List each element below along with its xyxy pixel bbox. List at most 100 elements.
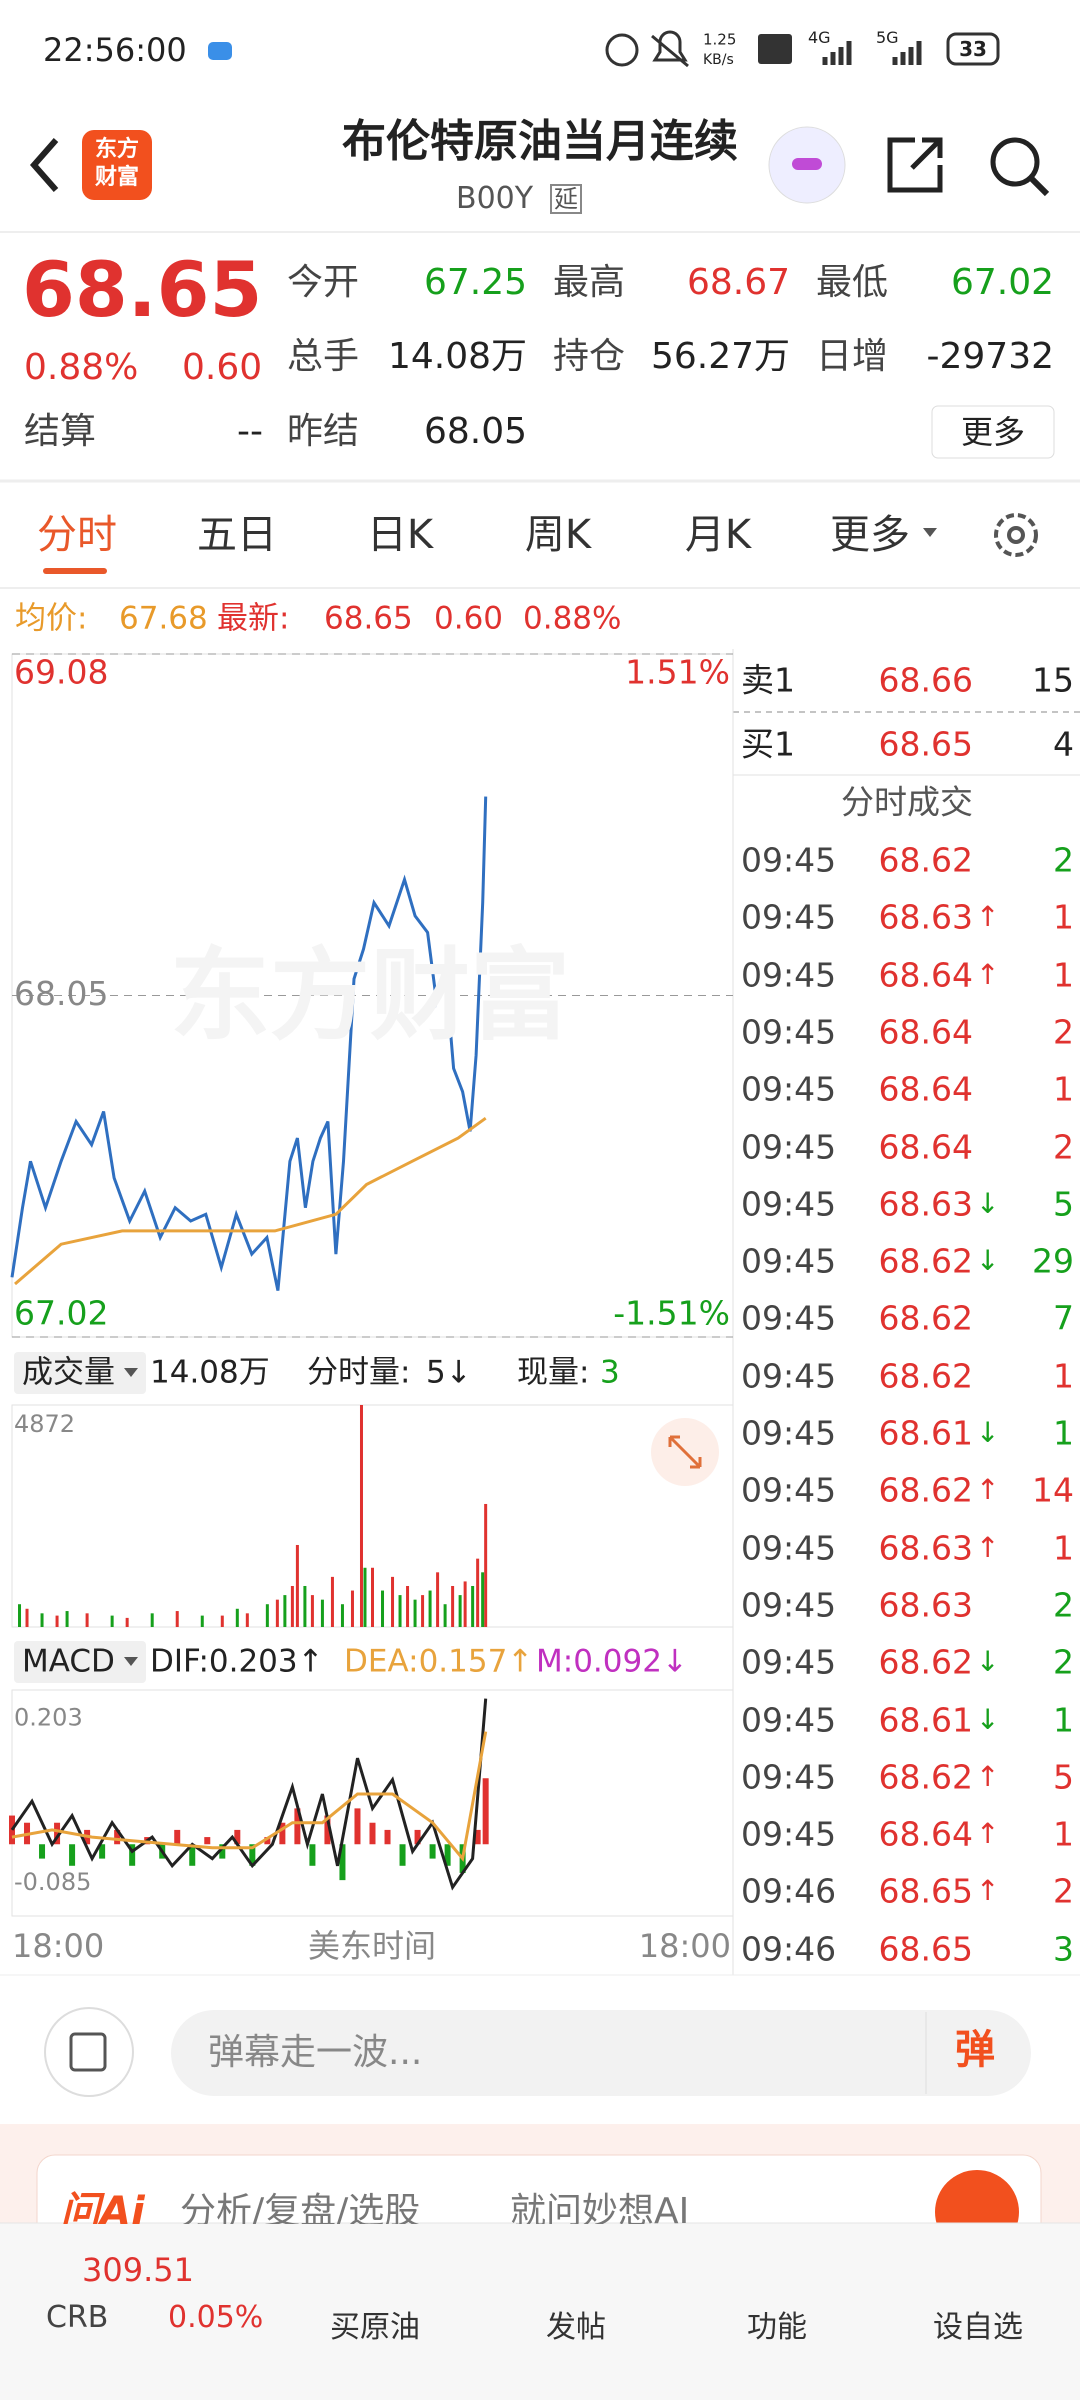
nav-item[interactable]: 功能 — [747, 2310, 807, 2345]
volume-bar — [310, 1595, 314, 1627]
volume-bar — [85, 1613, 89, 1627]
volume-bar — [363, 1567, 367, 1627]
trade-time: 09:45 — [741, 1585, 837, 1625]
field-label: 最高 — [553, 262, 626, 303]
macd-bar — [9, 1815, 15, 1845]
trade-volume: 1 — [1053, 1814, 1074, 1854]
volume-bar — [413, 1599, 417, 1627]
nav-item[interactable]: 买原油 — [330, 2310, 420, 2345]
trades-title: 分时成交 — [841, 782, 973, 822]
dropdown-bg[interactable] — [14, 1352, 146, 1394]
trade-time: 09:45 — [741, 1298, 837, 1338]
tab[interactable]: 更多 — [830, 512, 910, 558]
volume-bar — [398, 1595, 402, 1627]
nav-item[interactable]: 发帖 — [546, 2310, 606, 2345]
macd-bar — [234, 1829, 241, 1845]
trade-direction: ↑ — [976, 957, 1000, 991]
macd-bar — [369, 1822, 376, 1845]
trade-volume: 1 — [1053, 1700, 1074, 1739]
tab[interactable]: 周K — [524, 512, 592, 558]
net-speed: 1.25 — [703, 30, 737, 49]
ask-volume: 15 — [1032, 660, 1074, 700]
comment-input[interactable] — [171, 2010, 1031, 2096]
expand-icon — [668, 1435, 702, 1469]
volume-bar — [275, 1599, 279, 1627]
avg-label: 均价: — [15, 600, 88, 637]
back-button[interactable] — [30, 138, 59, 192]
volume-bar — [150, 1613, 154, 1627]
macd-bar — [482, 1778, 489, 1845]
macd-bar — [309, 1844, 316, 1866]
nav-item[interactable]: 设自选 — [933, 2310, 1023, 2345]
macd-bar — [324, 1815, 331, 1845]
trade-time: 09:45 — [741, 1700, 837, 1739]
settings-button[interactable] — [994, 513, 1038, 557]
volume-bar — [265, 1604, 269, 1627]
volume-bar — [220, 1615, 224, 1627]
field-label: 最低 — [816, 262, 889, 303]
volume-bar — [436, 1572, 440, 1627]
indicator-selector[interactable]: MACD — [22, 1643, 115, 1680]
field-label: 总手 — [287, 336, 360, 377]
volume-bar — [18, 1604, 22, 1627]
trade-volume: 2 — [1053, 840, 1074, 880]
trade-direction: ↑ — [976, 1874, 1000, 1908]
trade-time: 09:45 — [741, 1413, 837, 1453]
volume-bar — [295, 1544, 299, 1627]
active-tab-indicator — [43, 568, 107, 574]
index-name[interactable]: CRB — [46, 2300, 109, 2335]
y-tick-label: 67.02 — [14, 1294, 108, 1333]
trade-price: 68.62 — [878, 840, 973, 880]
trade-time: 09:45 — [741, 1012, 837, 1052]
comment-placeholder[interactable]: 弹幕走一波... — [208, 2032, 423, 2073]
trade-volume: 29 — [1032, 1241, 1074, 1281]
dropdown-arrow — [124, 1657, 138, 1666]
trade-volume: 1 — [1053, 1413, 1074, 1453]
share-button[interactable] — [887, 137, 943, 193]
y-tick-label: 69.08 — [14, 653, 108, 692]
tab[interactable]: 五日 — [197, 512, 277, 558]
tab[interactable]: 月K — [684, 512, 752, 558]
trade-time: 09:45 — [741, 955, 837, 995]
trade-direction: ↑ — [976, 1759, 1000, 1793]
macd-bar — [129, 1844, 136, 1866]
more-button[interactable] — [931, 405, 1055, 459]
more-button-label[interactable]: 更多 — [960, 413, 1026, 451]
time-axis-start: 18:00 — [12, 1927, 105, 1965]
comment-list-button[interactable] — [44, 2007, 134, 2097]
danmaku-button[interactable]: 弹 — [955, 2027, 995, 2073]
trade-price: 68.64 — [878, 955, 973, 995]
y2-tick-label: 1.51% — [625, 653, 730, 692]
volume-bar — [340, 1604, 344, 1627]
current-volume-label: 现量: — [517, 1354, 590, 1391]
change: 0.60 — [434, 600, 504, 637]
current-volume: 3 — [600, 1354, 620, 1391]
tab[interactable]: 分时 — [37, 512, 117, 558]
trade-time: 09:45 — [741, 1528, 837, 1568]
index-value[interactable]: 309.51 — [82, 2251, 194, 2289]
macd-bar — [189, 1844, 196, 1866]
macd-bar — [399, 1844, 406, 1866]
volume-bar — [175, 1611, 179, 1627]
trade-volume: 1 — [1053, 1528, 1074, 1568]
macd-bar — [99, 1844, 106, 1859]
index-change[interactable]: 0.05% — [168, 2300, 264, 2335]
macd-bar — [114, 1829, 121, 1845]
search-button[interactable] — [990, 137, 1040, 187]
tab[interactable]: 日K — [366, 512, 434, 558]
trade-price: 68.64 — [878, 1127, 973, 1166]
tick-volume-label: 分时量: — [307, 1354, 411, 1391]
volume-selector[interactable]: 成交量 — [22, 1354, 115, 1391]
volume-bar — [25, 1608, 29, 1627]
trade-direction: ↑ — [976, 1530, 1000, 1564]
price-line — [10, 1698, 488, 1891]
trade-price: 68.61 — [878, 1700, 973, 1739]
volume-bar — [359, 1405, 363, 1627]
trade-price: 68.62 — [878, 1470, 973, 1510]
dropdown-bg[interactable] — [14, 1641, 146, 1683]
trade-price: 68.63 — [878, 1585, 973, 1625]
trade-volume: 2 — [1053, 1012, 1074, 1052]
volume-bar — [235, 1608, 239, 1627]
logo-text: 东方 — [94, 137, 140, 162]
battery-level: 33 — [959, 37, 987, 61]
